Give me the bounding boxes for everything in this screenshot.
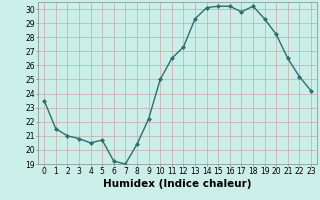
X-axis label: Humidex (Indice chaleur): Humidex (Indice chaleur) (103, 179, 252, 189)
